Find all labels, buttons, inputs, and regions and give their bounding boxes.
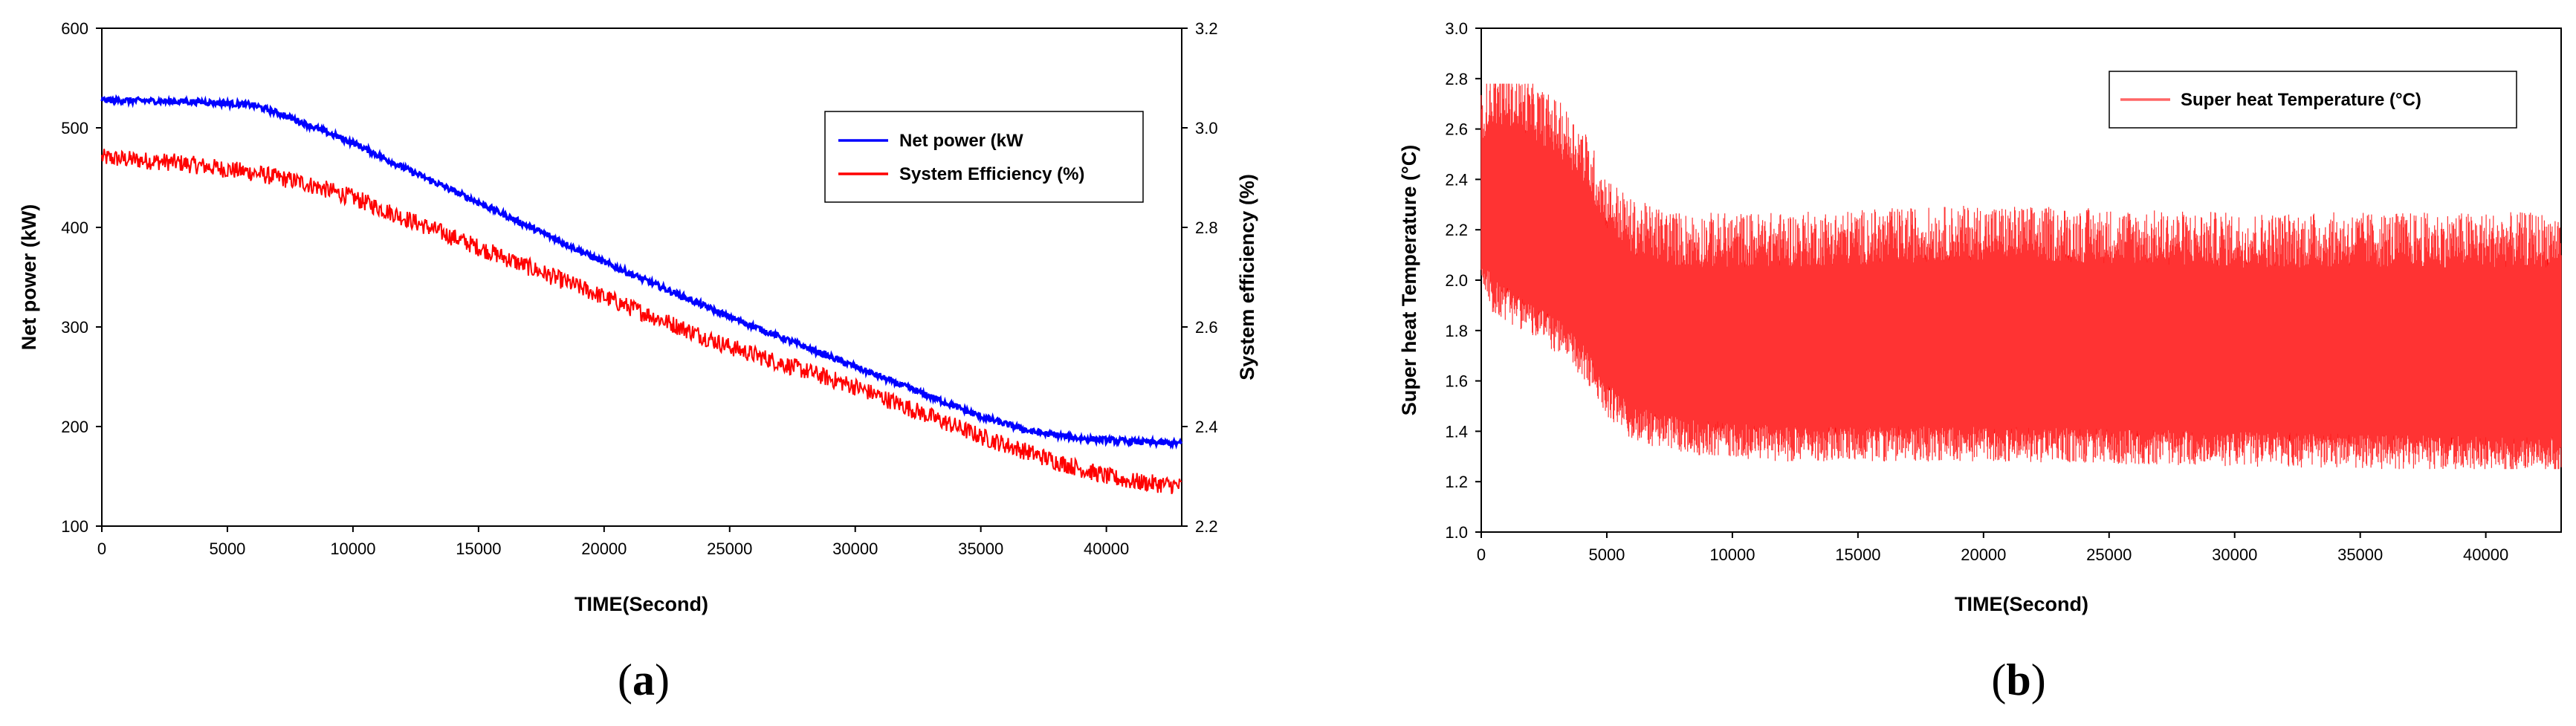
y-tick-label: 100: [61, 517, 88, 536]
panel-b-legend: Super heat Temperature (°C): [2109, 71, 2517, 129]
panel-b-legend-label-superheat: Super heat Temperature (°C): [2181, 90, 2421, 110]
y2-tick-label: 3.0: [1195, 119, 1218, 137]
panel-a-y-axis-label: Net power (kW): [18, 204, 40, 351]
x-tick-label: 5000: [209, 539, 245, 558]
y-tick-label: 400: [61, 218, 88, 237]
panel-b-chart: 0 5000 10000 15000 20000 25000 30000 35000 40000…: [1398, 19, 2562, 704]
panel-b-series: [1480, 83, 2562, 470]
x-tick-label: 15000: [1835, 545, 1880, 564]
series-net-power-line: [100, 94, 1183, 450]
series-system-efficiency-line: [101, 149, 1182, 495]
x-tick-label: 35000: [2337, 545, 2383, 564]
panel-b-label: (b): [1991, 655, 2045, 704]
x-tick-label: 0: [1477, 545, 1486, 564]
y-tick-label: 200: [61, 418, 88, 436]
y-tick-label: 1.6: [1445, 372, 1468, 391]
panel-a-legend-label-efficiency: System Efficiency (%): [899, 164, 1084, 184]
x-tick-label: 10000: [1709, 545, 1755, 564]
y-tick-label: 2.6: [1445, 120, 1468, 139]
panel-b-y-axis-label: Super heat Temperature (°C): [1398, 145, 1420, 415]
y2-tick-label: 3.2: [1195, 19, 1218, 38]
panel-a-legend-label-net-power: Net power (kW: [899, 131, 1023, 151]
x-tick-label: 30000: [2212, 545, 2257, 564]
panel-a-series: [100, 94, 1183, 495]
panel-a-y2-axis-label: System efficiency (%): [1236, 174, 1258, 380]
panel-a-label: (a): [618, 655, 670, 704]
panel-a-y-ticks: 100 200 300 400 500 600: [61, 19, 102, 536]
panel-b-legend-box: [2109, 71, 2517, 129]
y-tick-label: 2.8: [1445, 70, 1468, 88]
x-tick-label: 40000: [1084, 539, 1129, 558]
panel-a-x-axis-label: TIME(Second): [575, 593, 708, 615]
y2-tick-label: 2.4: [1195, 418, 1218, 436]
panel-b-x-ticks: 0 5000 10000 15000 20000 25000 30000 35000 40000: [1477, 532, 2508, 564]
y-tick-label: 3.0: [1445, 19, 1468, 38]
panel-a-y2-ticks: 2.2 2.4 2.6 2.8 3.0 3.2: [1182, 19, 1218, 536]
y-tick-label: 1.8: [1445, 322, 1468, 340]
x-tick-label: 15000: [456, 539, 501, 558]
x-tick-label: 20000: [1961, 545, 2006, 564]
x-tick-label: 25000: [2086, 545, 2132, 564]
y-tick-label: 2.2: [1445, 221, 1468, 239]
x-tick-label: 5000: [1588, 545, 1625, 564]
panel-a-legend: Net power (kW System Efficiency (%): [824, 111, 1144, 203]
y2-tick-label: 2.2: [1195, 517, 1218, 536]
y-tick-label: 1.0: [1445, 523, 1468, 542]
panel-a-chart: 0 5000 10000 15000 20000 25000 30000 35000 40000…: [18, 19, 1258, 704]
panel-b-x-axis-label: TIME(Second): [1955, 593, 2088, 615]
panel-b-y-ticks: 1.0 1.2 1.4 1.6 1.8 2.0 2.2 2.4 2.6 2.8 3.0: [1445, 19, 1481, 542]
series-superheat-spikes: [1480, 83, 2562, 470]
y-tick-label: 2.0: [1445, 271, 1468, 290]
y-tick-label: 600: [61, 19, 88, 38]
panel-a-legend-box: [824, 111, 1144, 203]
y-tick-label: 2.4: [1445, 170, 1468, 189]
x-tick-label: 35000: [958, 539, 1003, 558]
y-tick-label: 300: [61, 318, 88, 337]
y-tick-label: 1.4: [1445, 422, 1468, 441]
x-tick-label: 25000: [707, 539, 752, 558]
panel-a-x-ticks: 0 5000 10000 15000 20000 25000 30000 35000 40000: [97, 526, 1129, 558]
x-tick-label: 30000: [832, 539, 878, 558]
x-tick-label: 10000: [330, 539, 375, 558]
y-tick-label: 1.2: [1445, 473, 1468, 491]
y2-tick-label: 2.6: [1195, 318, 1218, 337]
y2-tick-label: 2.8: [1195, 218, 1218, 237]
x-tick-label: 20000: [581, 539, 627, 558]
x-tick-label: 0: [97, 539, 106, 558]
x-tick-label: 40000: [2463, 545, 2508, 564]
y-tick-label: 500: [61, 119, 88, 137]
